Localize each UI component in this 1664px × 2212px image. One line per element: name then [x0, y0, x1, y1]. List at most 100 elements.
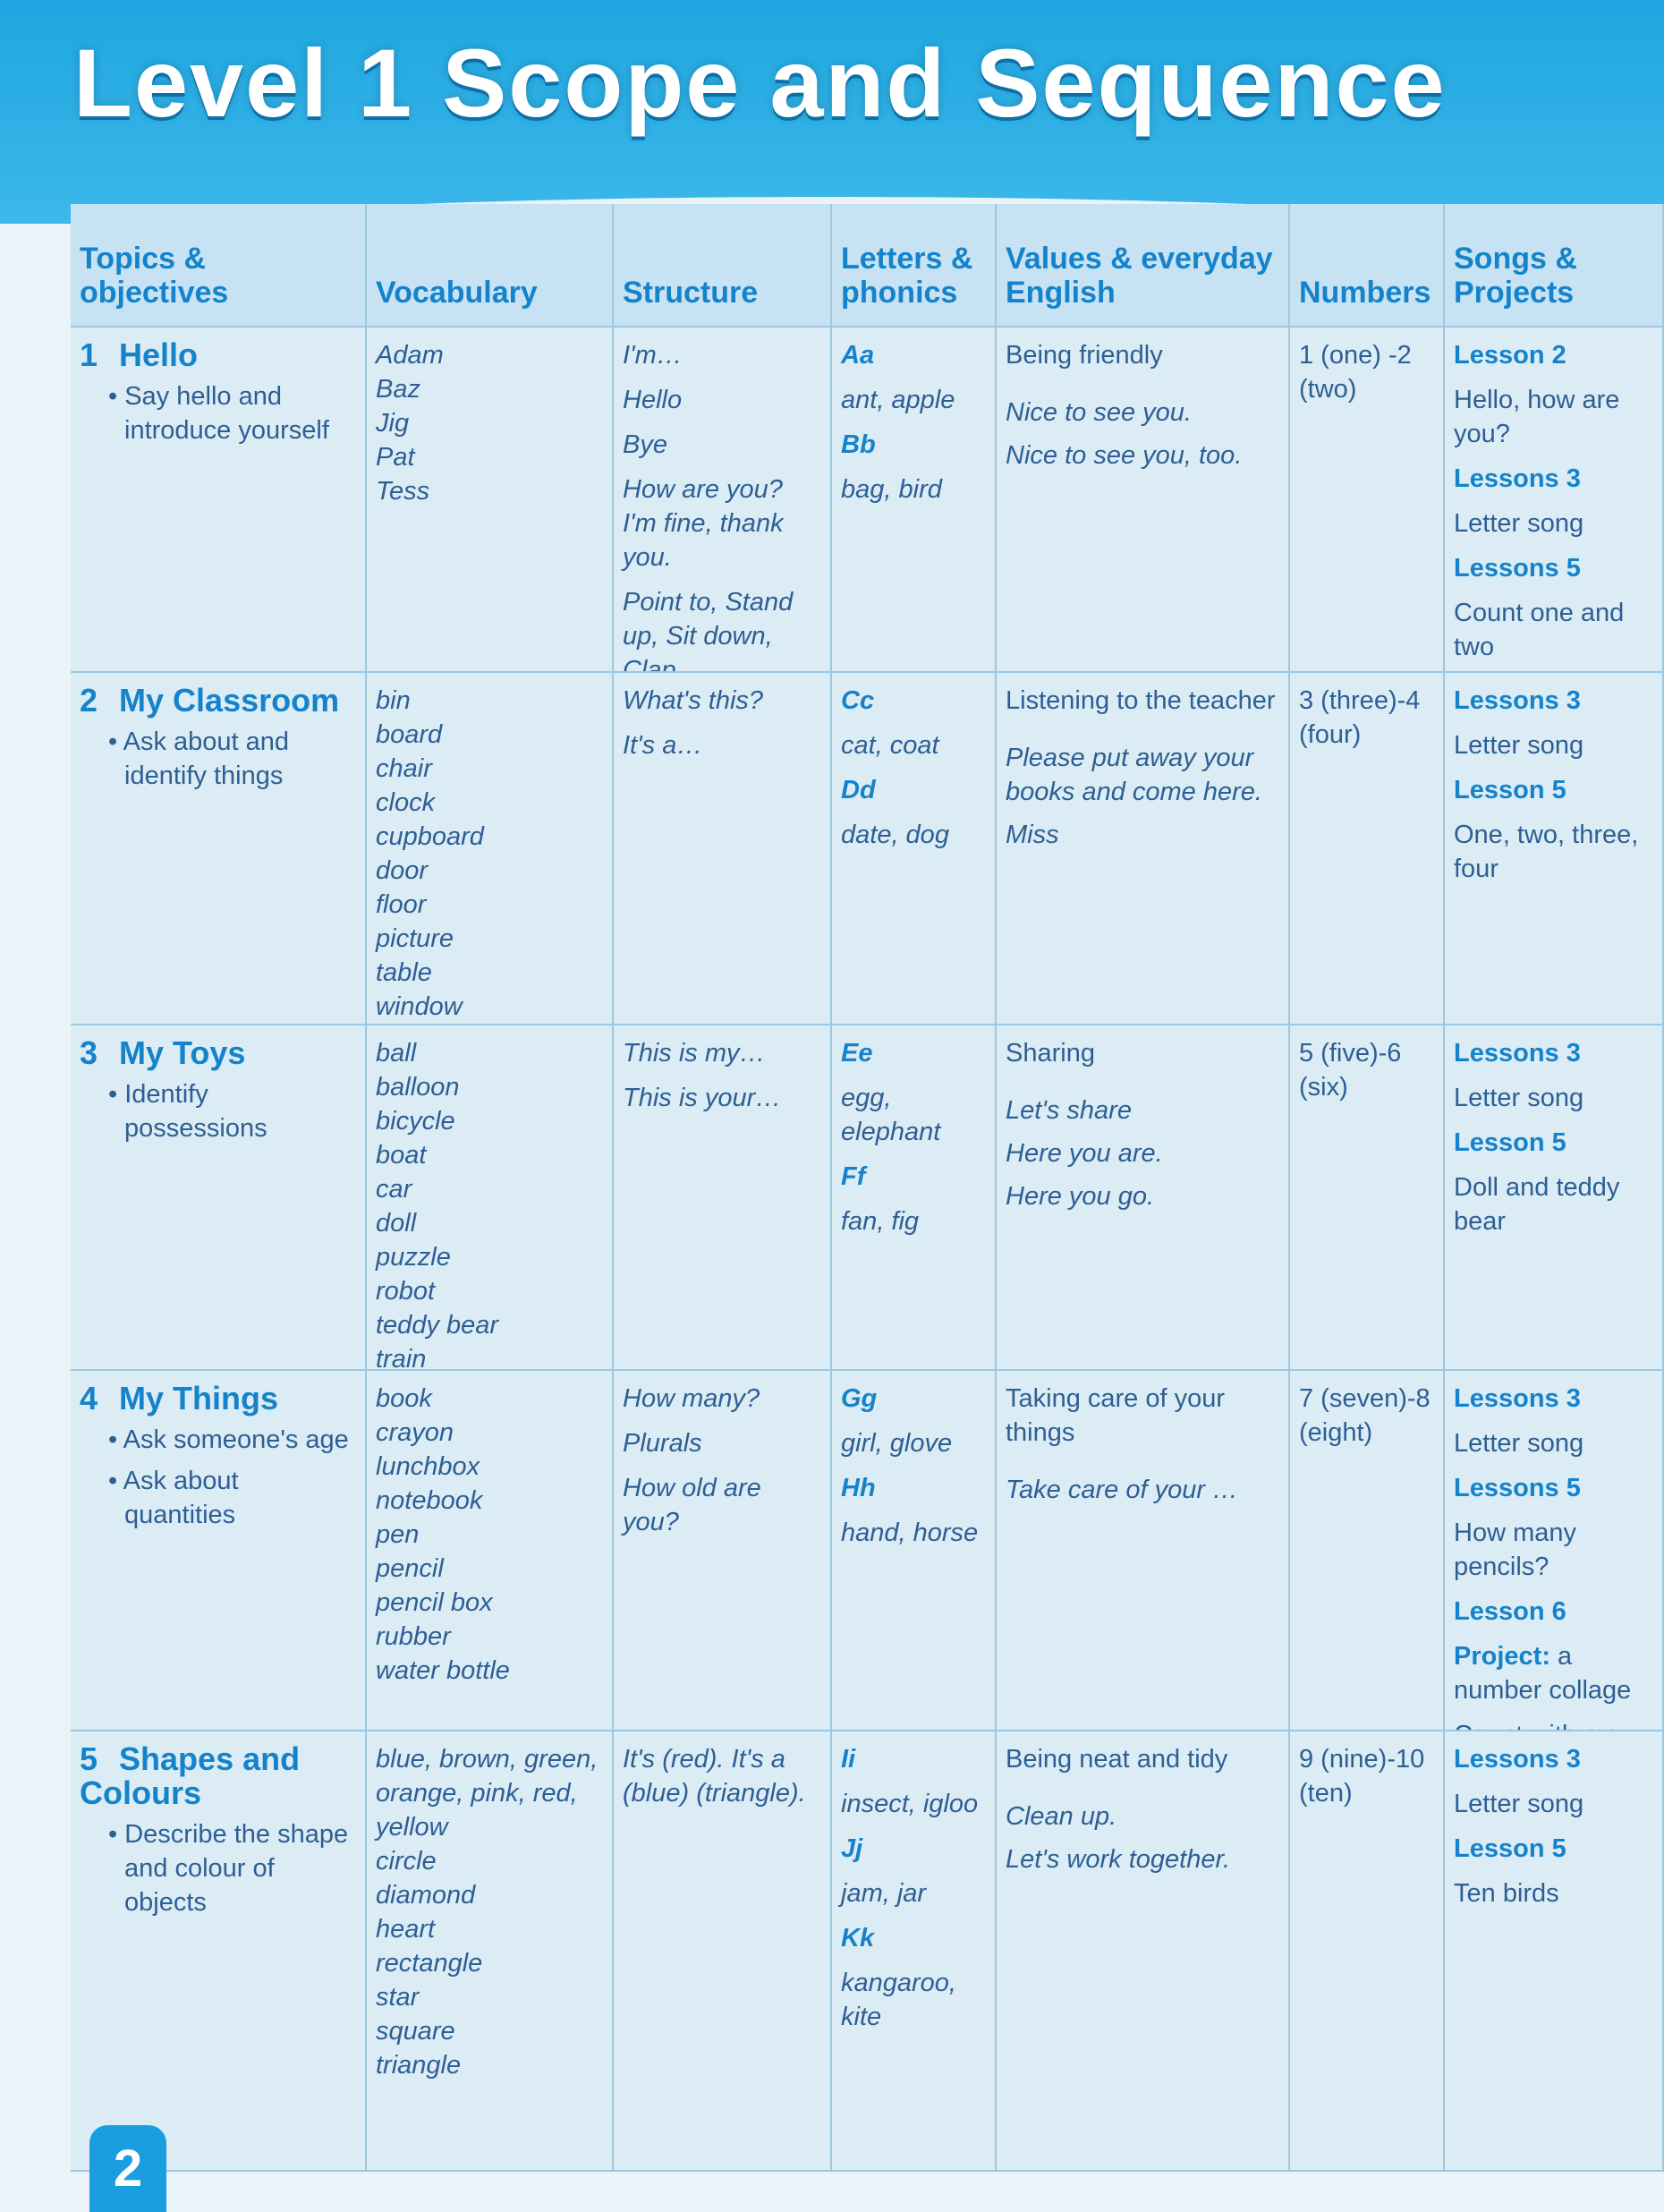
song-text: One, two, three, four: [1454, 821, 1639, 883]
phonics-letters: Ff: [841, 1162, 866, 1191]
header-numbers: Numbers: [1290, 204, 1445, 328]
vocabulary-cell: Adam Baz Jig Pat Tess: [367, 328, 614, 673]
values-phrase: Let's share: [1006, 1096, 1132, 1125]
topic-heading: 5 Shapes and Colours: [80, 1742, 356, 1810]
numbers-cell: 5 (five)-6 (six): [1290, 1025, 1445, 1371]
vocabulary-item: rectangle: [376, 1949, 483, 1978]
lesson-label: Lessons 5: [1454, 554, 1581, 583]
phonics-letters: Hh: [841, 1474, 876, 1502]
values-heading: Being neat and tidy: [1006, 1745, 1228, 1774]
phonics-letters: Jj: [841, 1834, 863, 1863]
vocabulary-item: rubber: [376, 1622, 451, 1651]
vocabulary-item: robot: [376, 1277, 436, 1306]
objective: • Describe the shape and colour of objec…: [108, 1820, 349, 1917]
structure-cell: This is my… This is your…: [614, 1025, 832, 1371]
header-vocabulary: Vocabulary: [367, 204, 614, 328]
vocabulary-item: puzzle: [376, 1243, 451, 1272]
values-phrase: Nice to see you.: [1006, 398, 1192, 427]
lesson-label: Lessons 3: [1454, 686, 1581, 715]
numbers-cell: 7 (seven)-8 (eight): [1290, 1371, 1445, 1731]
vocabulary-item: circle: [376, 1847, 437, 1876]
phonics-letters: Kk: [841, 1924, 875, 1953]
song-text: Letter song: [1454, 1429, 1584, 1458]
song-item: Doll and teddy bear: [1454, 1170, 1653, 1238]
topic-cell: 4 My Things • Ask someone's age • Ask about…: [71, 1371, 367, 1731]
numbers-text: 1 (one) -2 (two): [1299, 341, 1412, 404]
values-cell: Being neat and tidy Clean up. Let's work t…: [997, 1731, 1290, 2172]
vocabulary-item: pencil: [376, 1554, 444, 1583]
topic-heading: 3 My Toys: [80, 1036, 356, 1070]
numbers-cell: 3 (three)-4 (four): [1290, 673, 1445, 1025]
structure-item: What's this?: [623, 686, 764, 715]
objective-text: Describe the shape and colour of objects: [124, 1820, 349, 1917]
values-phrase: Here you are.: [1006, 1139, 1163, 1168]
phonics-words: ant, apple: [841, 386, 955, 414]
vocabulary-cell: blue, brown, green, orange, pink, red, y…: [367, 1731, 614, 2172]
song-text: Letter song: [1454, 509, 1584, 538]
values-cell: Being friendly Nice to see you. Nice to se…: [997, 328, 1290, 673]
vocabulary-item: clock: [376, 788, 436, 817]
values-cell: Listening to the teacher Please put away …: [997, 673, 1290, 1025]
values-phrase: Let's work together.: [1006, 1845, 1231, 1874]
song-item: Letter song: [1454, 1426, 1653, 1460]
lesson-label: Lessons 5: [1454, 1474, 1581, 1502]
objective: • Ask about and identify things: [108, 727, 290, 790]
values-cell: Sharing Let's share Here you are. Here you …: [997, 1025, 1290, 1371]
song-item: Letter song: [1454, 728, 1653, 762]
song-item: Letter song: [1454, 1081, 1653, 1115]
phonics-words: bag, bird: [841, 475, 942, 504]
vocabulary-item: pencil box: [376, 1588, 493, 1617]
vocabulary-item: Tess: [376, 477, 430, 506]
phonics-letters: Ii: [841, 1745, 856, 1774]
topic-heading: 2 My Classroom: [80, 684, 356, 718]
vocabulary-item: doll: [376, 1209, 417, 1238]
song-text: Doll and teddy bear: [1454, 1173, 1620, 1236]
structure-item: How are you? I'm fine, thank you.: [623, 475, 784, 572]
phonics-letters: Gg: [841, 1384, 878, 1413]
values-phrase: Nice to see you, too.: [1006, 441, 1243, 470]
topic-heading: 4 My Things: [80, 1382, 356, 1416]
topic-heading: 1 Hello: [80, 338, 356, 372]
song-text: Hello, how are you?: [1454, 386, 1620, 448]
topic-title: My Classroom: [119, 682, 340, 719]
song-item: How many pencils?: [1454, 1516, 1653, 1584]
phonics-letters: Bb: [841, 430, 876, 459]
lesson-label: Lesson 6: [1454, 1597, 1566, 1626]
numbers-cell: 1 (one) -2 (two): [1290, 328, 1445, 673]
topic-number: 3: [80, 1034, 98, 1071]
project-label: Project:: [1454, 1642, 1550, 1671]
phonics-words: fan, fig: [841, 1207, 920, 1236]
values-heading: Listening to the teacher: [1006, 686, 1276, 715]
song-text: Count one and two: [1454, 599, 1625, 661]
objective-text: Ask about and identify things: [123, 727, 290, 790]
page-number: 2: [89, 2125, 166, 2212]
lesson-label: Lesson 5: [1454, 776, 1566, 804]
topic-title: My Things: [119, 1380, 279, 1417]
scope-sequence-table: Topics & objectives Vocabulary Structure Le…: [71, 204, 1664, 2172]
header-topics: Topics & objectives: [71, 204, 367, 328]
vocabulary-item: square: [376, 2017, 455, 2046]
topic-title: Hello: [119, 336, 199, 373]
structure-item: I'm…: [623, 341, 683, 370]
topic-number: 1: [80, 336, 98, 373]
phonics-words: jam, jar: [841, 1879, 927, 1908]
vocabulary-item: teddy bear: [376, 1311, 499, 1340]
topic-title: Shapes and Colours: [80, 1740, 301, 1811]
vocabulary-item: ball: [376, 1039, 417, 1068]
song-item: Letter song: [1454, 506, 1653, 540]
song-item: One, two, three, four: [1454, 818, 1653, 886]
vocabulary-item: book: [376, 1384, 432, 1413]
numbers-text: 3 (three)-4 (four): [1299, 686, 1421, 749]
page-title: Level 1 Scope and Sequence: [73, 29, 1447, 137]
objective-text: Ask someone's age: [123, 1425, 349, 1454]
vocabulary-item: window: [376, 992, 463, 1021]
structure-item: Plurals: [623, 1429, 702, 1458]
song-text: Letter song: [1454, 1790, 1584, 1818]
vocabulary-cell: bin board chair clock cupboard door floor pictu…: [367, 673, 614, 1025]
song-item: Count with me: [1454, 1718, 1653, 1730]
vocabulary-item: crayon: [376, 1418, 454, 1447]
lesson-label: Lesson 2: [1454, 341, 1566, 370]
values-phrase: Here you go.: [1006, 1182, 1155, 1211]
vocabulary-item: Pat: [376, 443, 415, 472]
lesson-label: Lesson 5: [1454, 1834, 1566, 1863]
